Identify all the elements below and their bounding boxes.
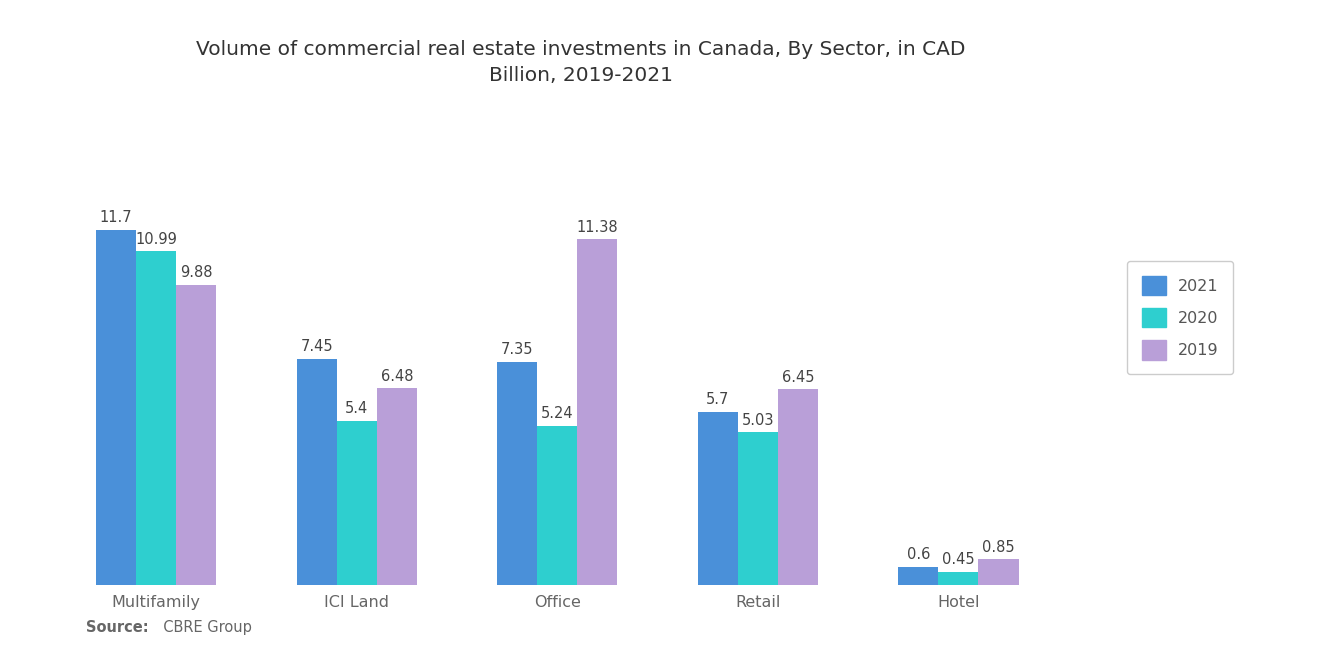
Text: 0.45: 0.45 xyxy=(942,552,974,567)
Bar xyxy=(177,285,216,585)
Bar xyxy=(738,432,777,585)
Text: CBRE Group: CBRE Group xyxy=(154,620,252,635)
Text: 11.38: 11.38 xyxy=(577,219,618,235)
Text: 10.99: 10.99 xyxy=(136,231,177,247)
Bar xyxy=(898,567,939,585)
Bar xyxy=(939,571,978,585)
Bar xyxy=(777,389,818,585)
Bar xyxy=(537,426,577,585)
Bar xyxy=(136,251,177,585)
Text: 0.85: 0.85 xyxy=(982,540,1015,555)
Text: 7.35: 7.35 xyxy=(502,342,533,357)
Text: 0.6: 0.6 xyxy=(907,547,931,563)
Text: 6.48: 6.48 xyxy=(380,368,413,384)
Bar xyxy=(337,421,376,585)
Text: 5.7: 5.7 xyxy=(706,392,730,408)
Text: 5.03: 5.03 xyxy=(742,413,774,428)
Bar xyxy=(376,388,417,585)
Bar xyxy=(96,229,136,585)
Text: Volume of commercial real estate investments in Canada, By Sector, in CAD
Billio: Volume of commercial real estate investm… xyxy=(197,40,965,85)
Text: 9.88: 9.88 xyxy=(180,265,213,280)
Bar xyxy=(498,362,537,585)
Text: 6.45: 6.45 xyxy=(781,370,814,384)
Bar xyxy=(698,412,738,585)
Text: Source:: Source: xyxy=(86,620,148,635)
Text: 5.24: 5.24 xyxy=(541,406,574,422)
Text: 5.4: 5.4 xyxy=(345,402,368,416)
Legend: 2021, 2020, 2019: 2021, 2020, 2019 xyxy=(1127,261,1233,374)
Bar xyxy=(297,358,337,585)
Bar xyxy=(978,559,1019,585)
Text: 7.45: 7.45 xyxy=(301,339,333,354)
Bar xyxy=(577,239,618,585)
Text: 11.7: 11.7 xyxy=(100,210,132,225)
